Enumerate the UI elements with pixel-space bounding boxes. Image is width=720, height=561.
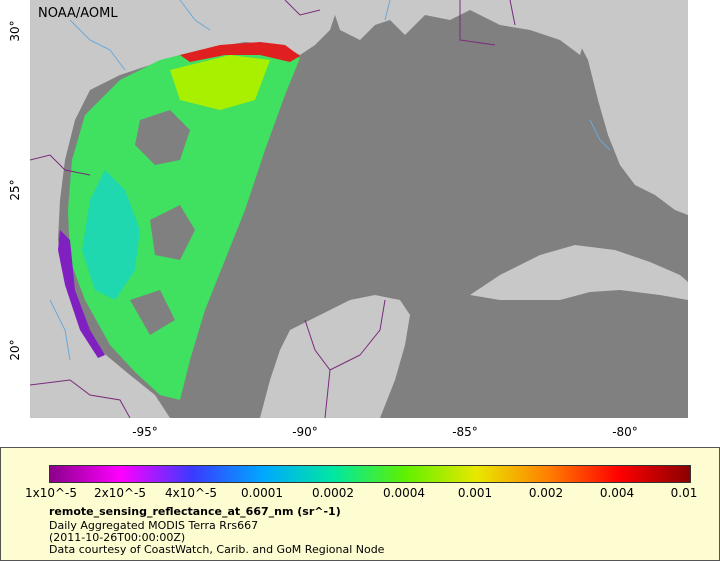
land-florida	[570, 0, 688, 215]
dataset-name: Daily Aggregated MODIS Terra Rrs667	[49, 519, 259, 532]
colorbar-tick: 0.002	[528, 486, 564, 500]
credit-label: NOAA/AOML	[38, 6, 118, 21]
colorbar-tick: 1x10^-5	[24, 486, 78, 500]
data-credit: Data courtesy of CoastWatch, Carib. and …	[49, 543, 385, 556]
colorbar	[49, 465, 691, 483]
colorbar-tick: 0.0004	[383, 486, 425, 500]
colorbar-tick: 0.001	[457, 486, 493, 500]
map-area[interactable]	[30, 0, 688, 418]
rivers	[49, 0, 611, 361]
y-tick-20: 20°	[8, 339, 22, 361]
colorbar-tick: 4x10^-5	[164, 486, 218, 500]
data-ocean-gaps	[130, 110, 195, 335]
map-canvas	[30, 0, 688, 418]
land-yucatan	[260, 295, 410, 418]
data-coastal-magenta	[58, 230, 105, 358]
political-borders	[30, 0, 516, 418]
data-swath-cyan	[82, 170, 140, 300]
data-swath-yellowgreen	[170, 55, 270, 110]
colorbar-tick: 0.004	[599, 486, 635, 500]
y-tick-25: 25°	[8, 179, 22, 201]
colorbar-tick: 2x10^-5	[93, 486, 147, 500]
legend-panel: 1x10^-5 2x10^-5 4x10^-5 0.0001 0.0002 0.…	[0, 447, 720, 561]
variable-name: remote_sensing_reflectance_at_667_nm (sr…	[49, 505, 341, 518]
dataset-time: (2011-10-26T00:00:00Z)	[49, 531, 186, 544]
x-tick-85: -85°	[452, 425, 478, 439]
land-mexico-texas	[30, 0, 340, 418]
colorbar-tick: 0.0002	[312, 486, 354, 500]
colorbar-tick: 0.01	[670, 486, 698, 500]
x-tick-95: -95°	[132, 425, 158, 439]
colorbar-tick: 0.0001	[241, 486, 283, 500]
x-tick-80: -80°	[612, 425, 638, 439]
data-coastal-red	[180, 42, 300, 62]
land-cuba	[470, 245, 688, 300]
y-tick-30: 30°	[8, 20, 22, 42]
x-tick-90: -90°	[292, 425, 318, 439]
